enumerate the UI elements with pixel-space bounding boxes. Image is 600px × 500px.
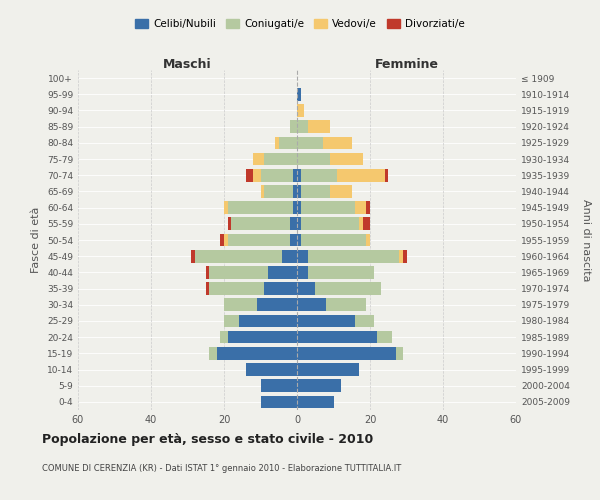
- Bar: [385, 169, 388, 181]
- Bar: [297, 152, 330, 166]
- Text: Popolazione per età, sesso e stato civile - 2010: Popolazione per età, sesso e stato civil…: [42, 432, 373, 446]
- Bar: [297, 104, 304, 117]
- Bar: [224, 298, 257, 311]
- Bar: [326, 298, 367, 311]
- Bar: [297, 331, 377, 344]
- Bar: [367, 202, 370, 214]
- Bar: [297, 298, 326, 311]
- Bar: [293, 169, 297, 181]
- Bar: [301, 202, 355, 214]
- Bar: [315, 282, 381, 295]
- Bar: [355, 202, 367, 214]
- Bar: [224, 234, 227, 246]
- Bar: [297, 347, 395, 360]
- Bar: [297, 363, 359, 376]
- Bar: [206, 266, 209, 278]
- Bar: [297, 266, 308, 278]
- Bar: [297, 120, 308, 133]
- Bar: [217, 347, 297, 360]
- Bar: [260, 169, 293, 181]
- Bar: [191, 250, 195, 262]
- Bar: [297, 380, 341, 392]
- Bar: [297, 282, 315, 295]
- Bar: [362, 218, 370, 230]
- Bar: [399, 250, 403, 262]
- Bar: [257, 298, 297, 311]
- Bar: [264, 152, 297, 166]
- Bar: [224, 314, 239, 328]
- Bar: [264, 185, 293, 198]
- Bar: [355, 314, 374, 328]
- Bar: [297, 250, 308, 262]
- Bar: [297, 88, 301, 101]
- Bar: [323, 136, 352, 149]
- Bar: [301, 234, 367, 246]
- Bar: [330, 152, 363, 166]
- Bar: [330, 185, 352, 198]
- Bar: [227, 331, 297, 344]
- Bar: [395, 347, 403, 360]
- Bar: [293, 185, 297, 198]
- Bar: [253, 169, 260, 181]
- Bar: [297, 314, 355, 328]
- Bar: [195, 250, 283, 262]
- Bar: [297, 136, 323, 149]
- Bar: [367, 234, 370, 246]
- Bar: [227, 218, 232, 230]
- Bar: [279, 136, 297, 149]
- Bar: [260, 380, 297, 392]
- Bar: [301, 218, 359, 230]
- Bar: [209, 266, 268, 278]
- Bar: [268, 266, 297, 278]
- Bar: [290, 120, 297, 133]
- Bar: [403, 250, 407, 262]
- Legend: Celibi/Nubili, Coniugati/e, Vedovi/e, Divorziati/e: Celibi/Nubili, Coniugati/e, Vedovi/e, Di…: [131, 15, 469, 34]
- Bar: [209, 347, 217, 360]
- Text: Maschi: Maschi: [163, 58, 212, 71]
- Bar: [301, 169, 337, 181]
- Bar: [297, 202, 301, 214]
- Bar: [297, 218, 301, 230]
- Bar: [290, 234, 297, 246]
- Bar: [246, 169, 253, 181]
- Bar: [308, 120, 330, 133]
- Bar: [260, 185, 264, 198]
- Bar: [227, 234, 290, 246]
- Bar: [308, 266, 374, 278]
- Bar: [264, 282, 297, 295]
- Bar: [297, 396, 334, 408]
- Text: COMUNE DI CERENZIA (KR) - Dati ISTAT 1° gennaio 2010 - Elaborazione TUTTITALIA.I: COMUNE DI CERENZIA (KR) - Dati ISTAT 1° …: [42, 464, 401, 473]
- Y-axis label: Fasce di età: Fasce di età: [31, 207, 41, 273]
- Bar: [297, 169, 301, 181]
- Bar: [290, 218, 297, 230]
- Bar: [253, 152, 264, 166]
- Bar: [275, 136, 279, 149]
- Bar: [246, 363, 297, 376]
- Bar: [227, 202, 293, 214]
- Bar: [283, 250, 297, 262]
- Bar: [293, 202, 297, 214]
- Bar: [220, 331, 227, 344]
- Bar: [260, 396, 297, 408]
- Bar: [359, 218, 362, 230]
- Bar: [337, 169, 385, 181]
- Bar: [308, 250, 399, 262]
- Bar: [206, 282, 209, 295]
- Text: Femmine: Femmine: [374, 58, 439, 71]
- Y-axis label: Anni di nascita: Anni di nascita: [581, 198, 591, 281]
- Bar: [297, 234, 301, 246]
- Bar: [377, 331, 392, 344]
- Bar: [220, 234, 224, 246]
- Bar: [209, 282, 264, 295]
- Bar: [301, 185, 330, 198]
- Bar: [239, 314, 297, 328]
- Bar: [232, 218, 290, 230]
- Bar: [297, 185, 301, 198]
- Bar: [224, 202, 227, 214]
